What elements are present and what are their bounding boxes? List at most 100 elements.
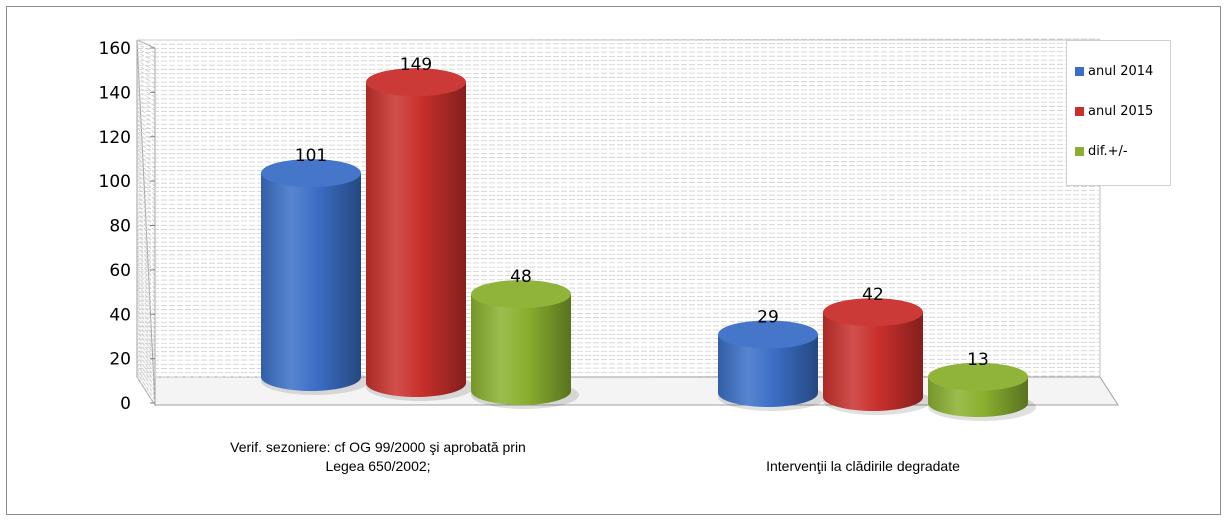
y-tick-label: 60 xyxy=(109,261,131,281)
bars xyxy=(261,68,1036,421)
legend-item: anul 2014 xyxy=(1075,61,1153,81)
bar-top-cap xyxy=(261,159,361,188)
side-gridline xyxy=(136,187,156,205)
side-gridline xyxy=(136,216,156,236)
y-tick-label: 160 xyxy=(99,39,131,59)
side-gridline xyxy=(136,284,156,308)
back-gridline xyxy=(136,89,1101,91)
side-gridline xyxy=(136,275,156,299)
side-gridline xyxy=(136,212,156,232)
bar-0-1 xyxy=(366,68,474,401)
y-tick-label: 120 xyxy=(99,128,131,148)
side-gridline xyxy=(136,288,156,312)
legend-item: dif.+/- xyxy=(1075,141,1128,161)
legend: anul 2014 anul 2015 dif.+/- xyxy=(1066,40,1171,186)
back-gridline xyxy=(136,139,1101,142)
bar-top-cap xyxy=(823,298,923,327)
legend-label: anul 2014 xyxy=(1088,63,1154,79)
category-label: Intervenţii la clădirile degradate xyxy=(766,458,960,474)
chart-frame xyxy=(6,6,1221,515)
side-gridline xyxy=(136,149,156,165)
back-gridline xyxy=(136,156,1101,159)
bar-body xyxy=(261,173,361,391)
side-gridline xyxy=(136,317,156,343)
side-gridline xyxy=(136,64,156,76)
legend-swatch xyxy=(1075,106,1084,116)
side-gridline xyxy=(136,107,156,120)
data-label: 42 xyxy=(862,285,884,305)
data-label: 29 xyxy=(757,307,779,327)
back-gridline xyxy=(136,135,1101,138)
back-gridline xyxy=(136,47,1101,49)
side-gridline xyxy=(136,292,156,316)
back-gridline xyxy=(136,122,1101,125)
side-gridline xyxy=(136,123,156,138)
back-gridline xyxy=(136,63,1101,66)
back-gridline xyxy=(136,51,1101,54)
side-gridline xyxy=(136,237,156,259)
y-tick-label: 40 xyxy=(109,305,131,325)
bar-body xyxy=(718,334,818,407)
side-gridline xyxy=(136,225,156,245)
back-gridline xyxy=(136,106,1101,108)
data-label: 48 xyxy=(510,267,532,287)
side-gridline xyxy=(136,359,156,388)
side-gridline xyxy=(136,77,156,89)
side-gridline xyxy=(136,111,156,125)
side-gridline xyxy=(136,296,156,321)
back-gridline xyxy=(136,101,1101,104)
side-gridline xyxy=(136,347,156,374)
side-gridline xyxy=(136,52,156,62)
back-gridline xyxy=(136,38,1101,41)
side-gridline xyxy=(136,39,156,49)
side-gridline xyxy=(136,119,156,134)
back-gridline xyxy=(136,148,1101,150)
bar-body xyxy=(471,294,571,405)
side-gridline xyxy=(136,233,156,254)
side-gridline xyxy=(136,263,156,285)
side-gridline xyxy=(136,166,156,183)
side-gridline xyxy=(136,334,156,361)
side-gridline xyxy=(136,372,156,401)
data-label: 13 xyxy=(967,350,989,370)
side-gridline xyxy=(136,56,156,67)
side-gridline xyxy=(136,220,156,241)
side-gridline xyxy=(136,208,156,227)
side-gridline xyxy=(136,157,156,174)
back-gridline xyxy=(136,68,1101,70)
side-gridline xyxy=(136,178,156,196)
side-gridline xyxy=(136,267,156,290)
back-gridline xyxy=(136,152,1101,155)
bar-body xyxy=(366,82,466,397)
side-gridline xyxy=(136,102,156,116)
back-gridline xyxy=(136,110,1101,113)
side-gridline xyxy=(136,153,156,169)
side-gridline xyxy=(136,144,156,160)
side-gridline xyxy=(136,81,156,93)
side-gridline xyxy=(136,351,156,379)
y-axis: 0 20 40 60 80 100 120 140 160 xyxy=(99,39,155,414)
back-gridline xyxy=(136,97,1101,100)
side-gridline xyxy=(136,182,156,201)
bar-top-cap xyxy=(928,362,1028,391)
side-gridline xyxy=(136,191,156,209)
side-gridline xyxy=(136,241,156,263)
back-gridline xyxy=(136,143,1101,146)
x-axis-categories: Verif. sezoniere: cf OG 99/2000 şi aprob… xyxy=(230,439,960,474)
side-gridline xyxy=(136,115,156,129)
side-gridline xyxy=(136,322,156,348)
y-tick-label: 140 xyxy=(99,83,131,103)
bar-0-2 xyxy=(471,280,579,409)
side-gridline xyxy=(136,330,156,357)
legend-label: anul 2015 xyxy=(1088,103,1154,119)
side-gridline xyxy=(136,271,156,294)
back-gridline xyxy=(136,72,1101,75)
side-gridline xyxy=(136,161,156,178)
side-gridline xyxy=(136,85,156,98)
data-labels: 101 149 48 29 42 13 xyxy=(295,55,989,370)
bar-1-0 xyxy=(718,320,826,411)
back-gridline xyxy=(136,55,1101,58)
side-gridline xyxy=(136,313,156,339)
y-tick-label: 0 xyxy=(120,394,131,414)
